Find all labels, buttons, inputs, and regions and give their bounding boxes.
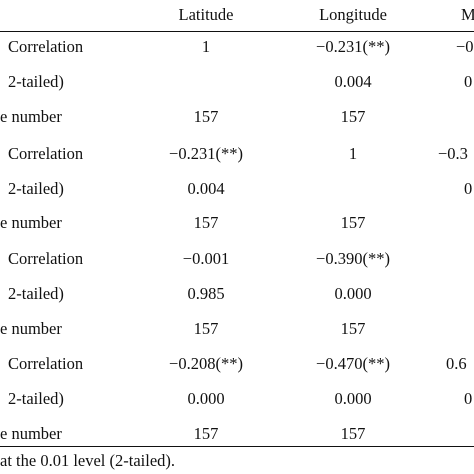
cell-latitude: 1 — [201, 37, 211, 56]
row-label: 2-tailed) — [8, 72, 64, 91]
table-footnote: at the 0.01 level (2-tailed). — [0, 451, 176, 470]
row-label: e number — [0, 424, 62, 443]
cell-m: −0.3 — [438, 144, 468, 163]
row-label: 2-tailed) — [8, 284, 64, 303]
cell-m: 0 — [464, 389, 473, 408]
column-header-latitude: Latitude — [178, 5, 234, 24]
cell-latitude: −0.208(**) — [169, 354, 243, 373]
row-label: e number — [0, 213, 62, 232]
cell-longitude: 157 — [340, 424, 366, 443]
row-label: Correlation — [8, 144, 84, 163]
cell-latitude: 0.004 — [187, 179, 225, 198]
cell-m: −0 — [456, 37, 474, 56]
cell-longitude: −0.390(**) — [316, 249, 390, 268]
cell-longitude: 0.000 — [334, 389, 372, 408]
cell-longitude: 157 — [340, 213, 366, 232]
cell-latitude: −0.001 — [182, 249, 230, 268]
cell-latitude: 157 — [193, 319, 219, 338]
row-label: Correlation — [8, 249, 84, 268]
column-header-longitude: Longitude — [319, 5, 387, 24]
cell-latitude: 157 — [193, 213, 219, 232]
cell-longitude: 157 — [340, 319, 366, 338]
cell-m: 0.6 — [446, 354, 467, 373]
row-label: 2-tailed) — [8, 179, 64, 198]
row-label: Correlation — [8, 354, 84, 373]
cell-latitude: −0.231(**) — [169, 144, 243, 163]
cell-longitude: 0.004 — [334, 72, 372, 91]
table-bottom-rule — [0, 446, 474, 447]
cell-longitude: 0.000 — [334, 284, 372, 303]
table-header: Latitude Longitude M — [0, 0, 474, 30]
cell-latitude: 0.000 — [187, 389, 225, 408]
cell-latitude: 157 — [193, 107, 219, 126]
cell-longitude: 1 — [348, 144, 358, 163]
row-label: Correlation — [8, 37, 84, 56]
row-label: e number — [0, 319, 62, 338]
cell-m: 0 — [464, 72, 473, 91]
cell-m: 0 — [464, 179, 473, 198]
cell-latitude: 157 — [193, 424, 219, 443]
cell-longitude: −0.470(**) — [316, 354, 390, 373]
cell-latitude: 0.985 — [187, 284, 225, 303]
row-label: e number — [0, 107, 62, 126]
row-label: 2-tailed) — [8, 389, 64, 408]
table-top-rule — [0, 31, 474, 32]
column-header-m: M — [461, 5, 474, 24]
cell-longitude: −0.231(**) — [316, 37, 390, 56]
cell-longitude: 157 — [340, 107, 366, 126]
